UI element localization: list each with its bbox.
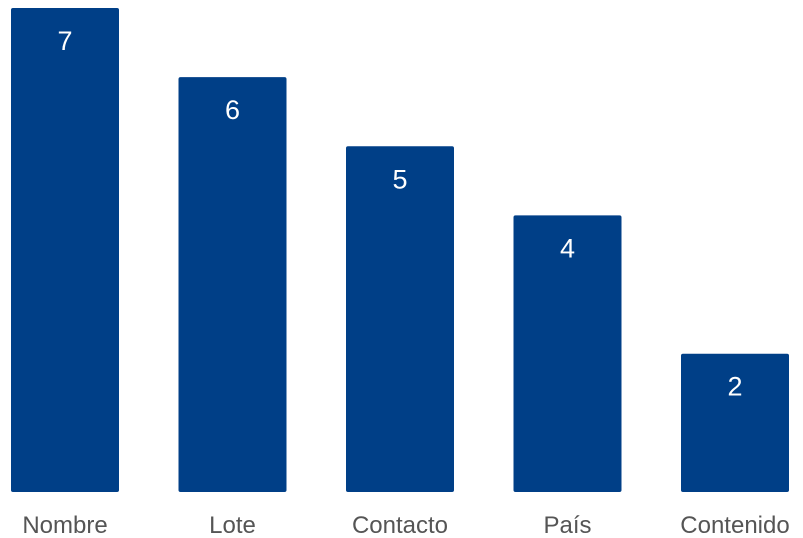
x-tick-label-nombre: Nombre <box>22 512 107 538</box>
value-label-país: 4 <box>560 233 575 263</box>
x-tick-labels-group: Nombre Lote Contacto País Contenido <box>22 512 789 538</box>
value-label-nombre: 7 <box>57 26 72 56</box>
bar-lote <box>178 77 287 492</box>
bar-contacto <box>346 146 454 493</box>
bar-contenido <box>681 353 789 492</box>
bar-nombre <box>11 8 119 492</box>
x-tick-label-lote: Lote <box>209 512 256 538</box>
bar-país <box>513 215 622 492</box>
bars-group <box>11 8 789 493</box>
x-tick-label-contenido: Contenido <box>680 512 789 538</box>
value-label-contacto: 5 <box>392 164 407 194</box>
value-labels-group: 7 6 5 4 2 <box>57 26 742 402</box>
x-tick-label-contacto: Contacto <box>352 512 448 538</box>
value-label-contenido: 2 <box>727 372 742 402</box>
x-tick-label-país: País <box>543 512 591 538</box>
value-label-lote: 6 <box>225 95 240 125</box>
